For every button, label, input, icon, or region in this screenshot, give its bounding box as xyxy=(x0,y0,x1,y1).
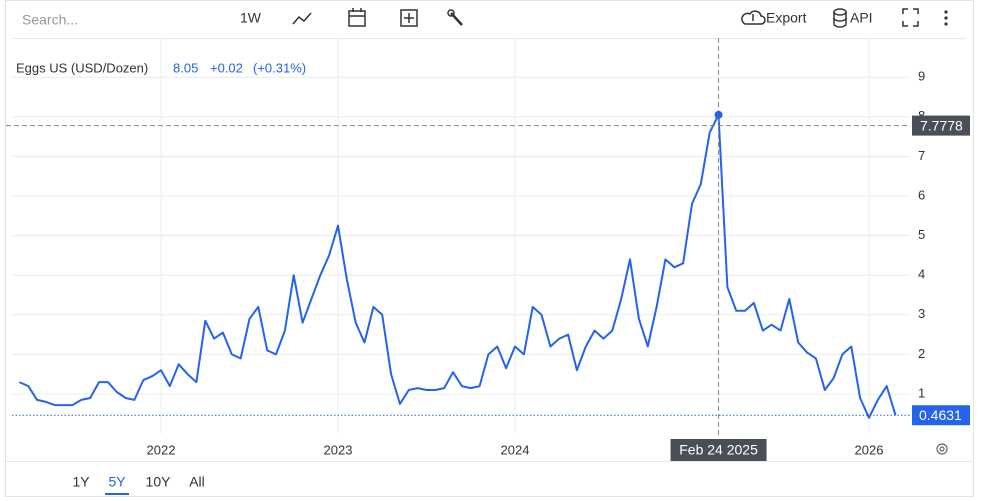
range-button[interactable]: 10Y xyxy=(146,474,172,490)
export-button[interactable]: Export xyxy=(766,10,807,26)
series-title: Eggs US (USD/Dozen) xyxy=(16,60,148,75)
x-tick-label: 2022 xyxy=(147,442,176,457)
y-tick-label: 4 xyxy=(918,267,925,282)
settings-tool-icon[interactable] xyxy=(447,9,463,26)
x-tick-label: 2026 xyxy=(855,442,884,457)
y-tick-label: 9 xyxy=(918,69,925,84)
y-tick-label: 2 xyxy=(918,346,925,361)
hover-point xyxy=(714,110,723,119)
last-value-box xyxy=(912,405,970,426)
interval-button[interactable]: 1W xyxy=(240,10,262,26)
gear-icon[interactable] xyxy=(936,443,948,455)
hover-value: 8.05 xyxy=(173,60,198,75)
api-button[interactable]: API xyxy=(850,10,873,26)
range-button[interactable]: 1Y xyxy=(72,474,90,490)
change-percent: (+0.31%) xyxy=(253,60,306,75)
change: +0.02 xyxy=(210,60,243,75)
crosshair-y-box xyxy=(912,115,970,136)
last-value-label: 0.4631 xyxy=(919,407,962,423)
range-button[interactable]: All xyxy=(189,474,205,490)
price-line xyxy=(18,113,897,419)
range-button[interactable]: 5Y xyxy=(108,474,126,490)
fullscreen-icon[interactable] xyxy=(902,8,919,27)
y-tick-label: 5 xyxy=(918,227,925,242)
crosshair-y-label: 7.7778 xyxy=(920,117,963,133)
y-tick-label: 3 xyxy=(918,306,925,321)
calendar-icon[interactable] xyxy=(348,8,366,27)
search-placeholder[interactable]: Search... xyxy=(22,12,78,28)
api-icon[interactable] xyxy=(833,8,847,28)
frame xyxy=(5,0,974,497)
y-tick-label: 6 xyxy=(918,187,925,202)
search-box[interactable] xyxy=(12,6,202,34)
menu-icon[interactable] xyxy=(944,10,948,26)
y-tick-label: 7 xyxy=(918,148,925,163)
x-tick-label: 2024 xyxy=(501,442,530,457)
x-tick-label: 2023 xyxy=(324,442,353,457)
y-tick-label: 1 xyxy=(918,385,925,400)
compare-icon[interactable] xyxy=(400,9,418,27)
chart-type-icon[interactable] xyxy=(292,12,312,25)
export-icon[interactable] xyxy=(741,10,766,25)
crosshair-x-box xyxy=(670,439,767,461)
crosshair-x-label: Feb 24 2025 xyxy=(679,442,758,458)
